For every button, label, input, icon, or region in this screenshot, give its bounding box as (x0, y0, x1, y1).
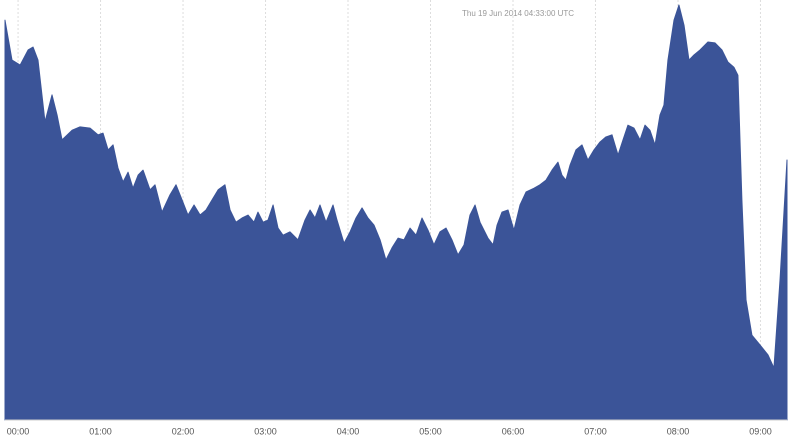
x-tick-label: 02:00 (172, 426, 195, 436)
x-tick-label: 07:00 (584, 426, 607, 436)
x-tick-label: 09:00 (749, 426, 772, 436)
x-tick-label: 08:00 (667, 426, 690, 436)
x-tick-label: 04:00 (337, 426, 360, 436)
x-tick-label: 06:00 (502, 426, 525, 436)
annotation: Thu 19 Jun 2014 04:33:00 UTC (462, 9, 574, 18)
x-tick-label: 03:00 (254, 426, 277, 436)
x-tick-label: 05:00 (419, 426, 442, 436)
x-tick-label: 00:00 (7, 426, 30, 436)
area (4, 4, 788, 421)
x-tick-label: 01:00 (89, 426, 112, 436)
